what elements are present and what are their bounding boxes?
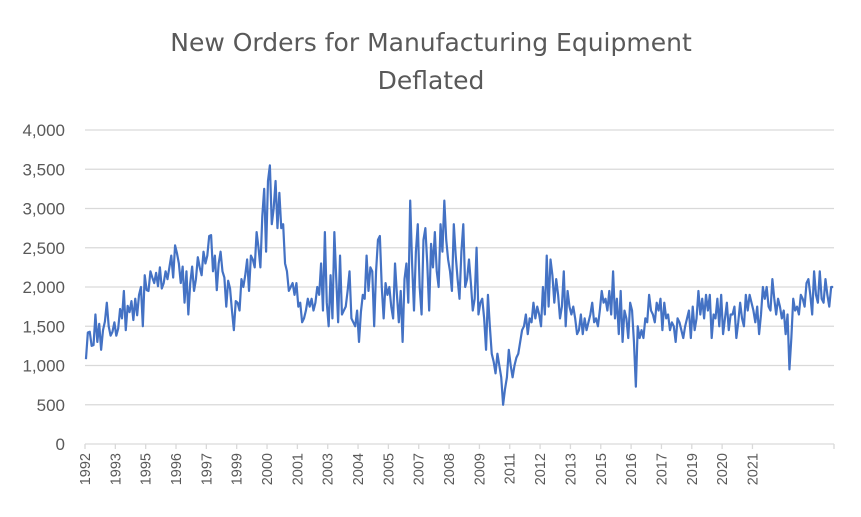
y-tick-label: 2,000 (22, 278, 65, 297)
y-tick-label: 4,000 (22, 121, 65, 140)
x-tick-label: 2009 (472, 453, 488, 485)
x-axis: 1992 1993 1995 1996 1997 1999 2000 2001 2003 2004… (78, 443, 835, 485)
x-tick-label: 1992 (78, 453, 94, 485)
x-tick-label: 2011 (503, 453, 519, 484)
gridlines (85, 129, 834, 406)
y-tick-label: 500 (37, 396, 65, 415)
x-tick-label: 2004 (351, 453, 367, 485)
x-tick-label: 1996 (169, 453, 185, 485)
x-tick-label: 1995 (139, 453, 155, 485)
y-tick-label: 2,500 (22, 239, 65, 258)
x-tick-label: 2020 (715, 453, 731, 485)
x-tick-label: 2008 (442, 453, 458, 485)
series-line (84, 164, 834, 406)
chart-subtitle: Deflated (378, 66, 485, 95)
y-tick-label: 0 (56, 435, 65, 454)
y-tick-label: 3,500 (22, 160, 65, 179)
x-tick-label: 2005 (381, 453, 397, 485)
x-tick-label: 1999 (230, 453, 246, 485)
x-tick-label: 2003 (321, 453, 337, 485)
x-tick-label: 2019 (685, 453, 701, 485)
y-axis-ticks: 0 500 1,000 1,500 2,000 2,500 3,000 3,500 4,000 (22, 121, 65, 454)
y-tick-label: 1,000 (22, 357, 65, 376)
chart-title: New Orders for Manufacturing Equipment (170, 28, 692, 57)
x-tick-label: 2012 (533, 453, 549, 485)
y-tick-label: 1,500 (22, 317, 65, 336)
x-tick-label: 2007 (412, 453, 428, 485)
x-tick-label: 1997 (199, 453, 215, 485)
x-tick-label: 2016 (624, 453, 640, 485)
x-tick-label: 2015 (594, 453, 610, 485)
x-tick-label: 1993 (108, 453, 124, 485)
x-tick-label: 2001 (290, 453, 306, 485)
y-tick-label: 3,000 (22, 200, 65, 219)
x-tick-label: 2013 (563, 453, 579, 485)
x-tick-label: 2000 (260, 453, 276, 485)
x-tick-label: 2017 (654, 453, 670, 485)
x-tick-label: 2021 (745, 453, 761, 485)
series-layer (84, 164, 834, 406)
